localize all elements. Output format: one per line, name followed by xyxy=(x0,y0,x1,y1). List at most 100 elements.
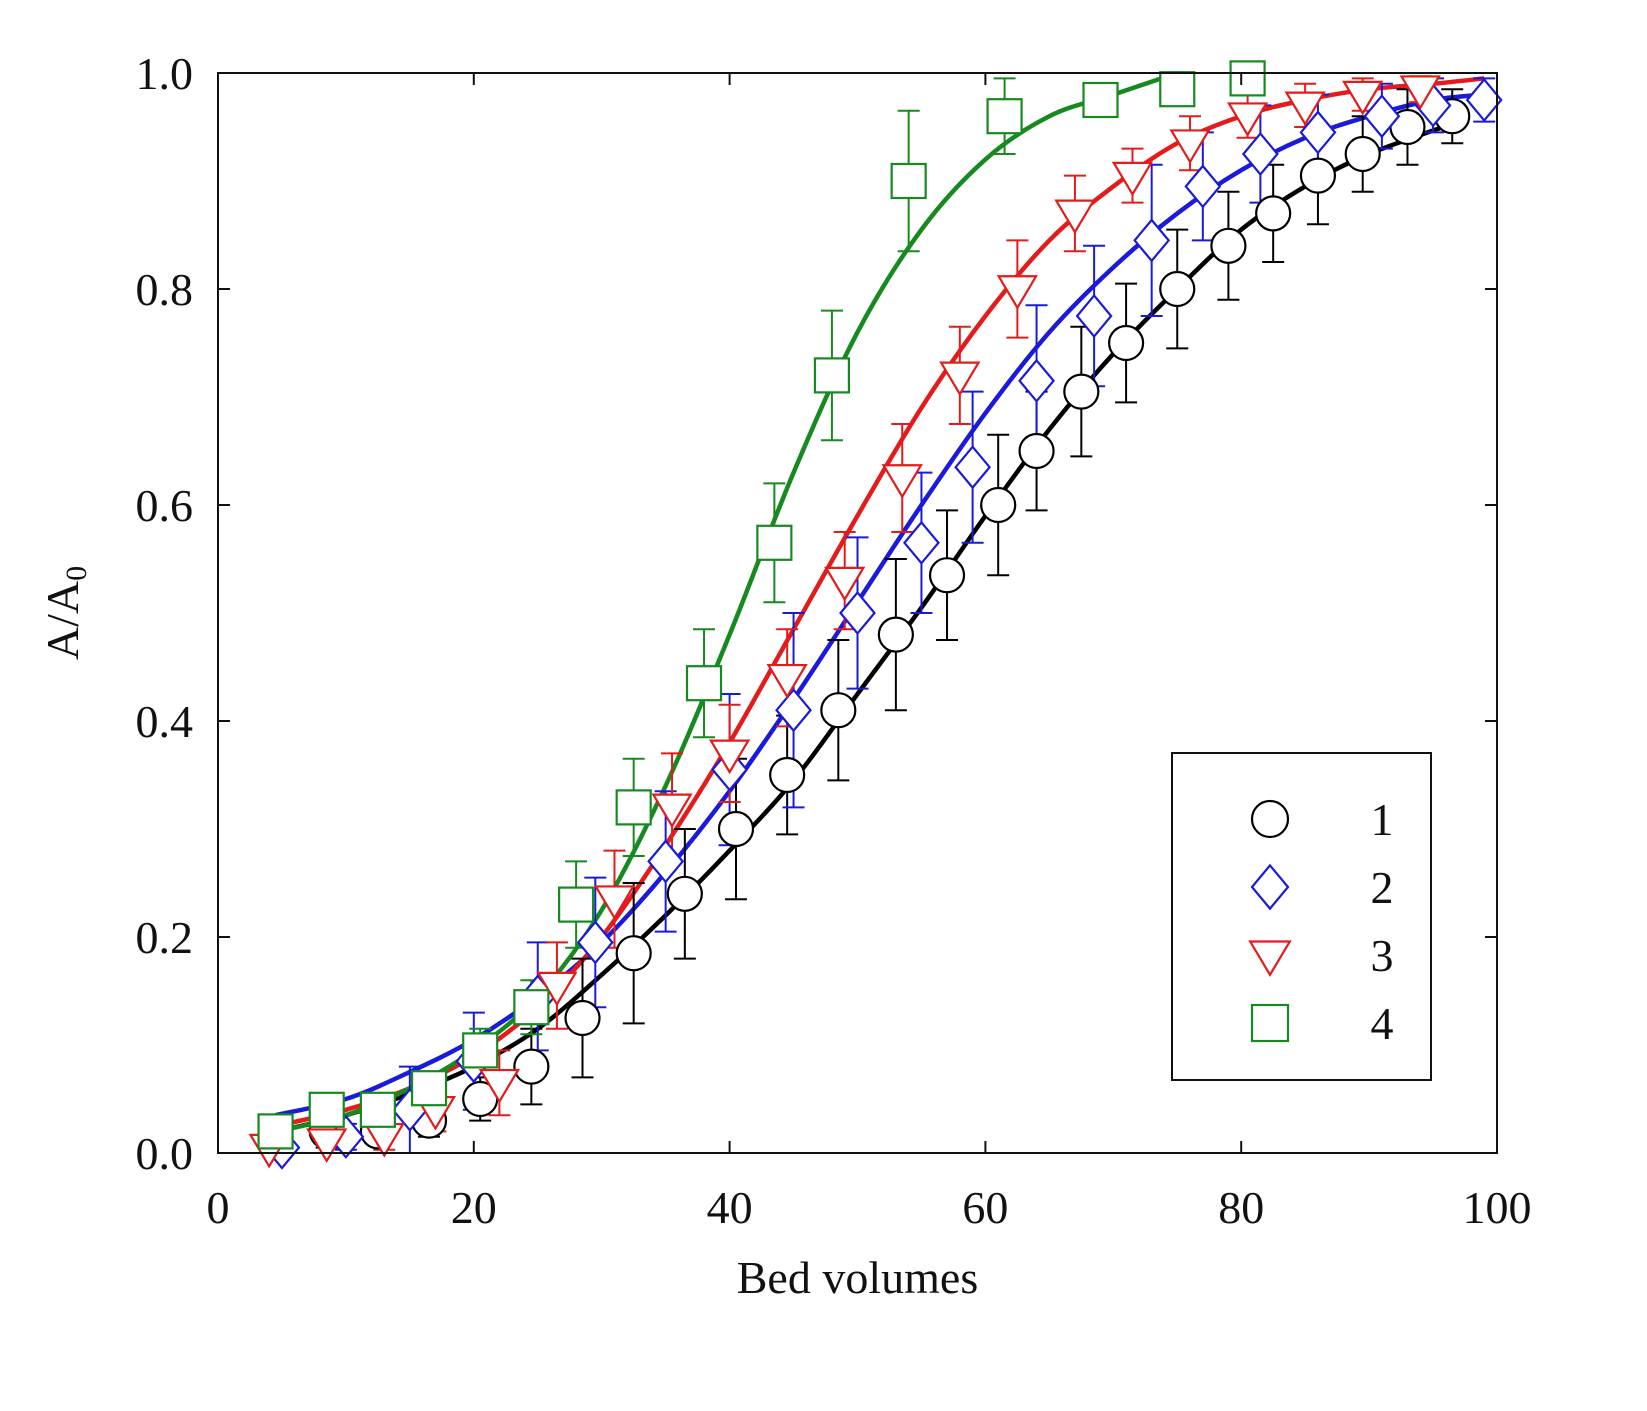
y-tick-label: 0.0 xyxy=(136,1128,194,1179)
marker-triangle xyxy=(996,275,1039,310)
marker-circle xyxy=(1299,157,1337,194)
marker-diamond xyxy=(775,688,812,733)
legend-label-3: 3 xyxy=(1371,930,1394,981)
marker-triangle xyxy=(766,663,808,699)
marker-square xyxy=(1159,71,1196,108)
x-tick-label: 80 xyxy=(1218,1182,1264,1233)
marker-triangle xyxy=(881,464,923,499)
axis-ticks xyxy=(217,72,1498,1154)
marker-circle xyxy=(928,557,966,594)
marker-diamond xyxy=(839,590,876,636)
marker-circle xyxy=(1250,799,1290,839)
x-axis-title: Bed volumes xyxy=(737,1252,978,1303)
marker-square xyxy=(308,1091,345,1128)
marker-circle xyxy=(513,1048,550,1085)
y-axis-title-subscript: 0 xyxy=(60,566,93,581)
marker-square xyxy=(462,1032,499,1069)
marker-circle xyxy=(1107,324,1145,362)
y-tick-label: 0.8 xyxy=(136,264,194,315)
y-tick-label: 0.4 xyxy=(136,696,194,747)
marker-triangle xyxy=(651,793,693,829)
marker-circle xyxy=(980,486,1017,524)
marker-diamond xyxy=(1250,863,1290,911)
fit-curve-3 xyxy=(275,76,1485,1129)
marker-triangle xyxy=(478,1068,521,1104)
marker-square xyxy=(359,1091,396,1128)
y-tick-labels: 0.0 0.2 0.4 0.6 0.8 1.0 xyxy=(136,48,194,1179)
marker-square xyxy=(513,989,550,1026)
marker-circle xyxy=(820,692,857,729)
marker-square xyxy=(890,162,927,200)
marker-triangle xyxy=(708,739,751,775)
marker-square xyxy=(1082,81,1119,119)
legend: 1 2 3 4 xyxy=(1171,752,1432,1081)
x-tick-label: 100 xyxy=(1463,1182,1532,1233)
marker-diamond xyxy=(647,839,685,884)
marker-circle xyxy=(1018,432,1055,470)
legend-label-4: 4 xyxy=(1371,998,1394,1049)
marker-square xyxy=(410,1070,448,1107)
marker-circle xyxy=(666,875,703,912)
y-axis-title-main: A/A xyxy=(37,581,88,660)
marker-diamond xyxy=(1241,131,1279,177)
x-tick-labels: 0 20 40 60 80 100 xyxy=(207,1182,1532,1233)
marker-triangle xyxy=(1342,80,1384,116)
marker-triangle xyxy=(939,361,981,397)
marker-triangle xyxy=(1054,199,1096,235)
marker-triangle xyxy=(1399,75,1441,111)
marker-diamond xyxy=(1075,293,1113,339)
marker-square xyxy=(558,886,595,923)
y-tick-label: 0.6 xyxy=(136,480,194,531)
marker-circle xyxy=(1255,195,1292,232)
data-markers xyxy=(248,60,1503,1170)
marker-triangle xyxy=(1248,940,1292,977)
y-tick-label: 0.2 xyxy=(136,912,194,963)
marker-circle xyxy=(1063,373,1100,410)
fit-curve-4 xyxy=(275,70,1178,1134)
marker-circle xyxy=(1159,270,1196,308)
x-tick-label: 40 xyxy=(707,1182,753,1233)
legend-label-1: 1 xyxy=(1371,794,1394,845)
marker-triangle xyxy=(306,1128,348,1164)
marker-triangle xyxy=(1226,102,1269,138)
marker-circle xyxy=(769,756,806,794)
marker-triangle xyxy=(1111,161,1154,197)
marker-diamond xyxy=(1184,164,1222,209)
marker-square xyxy=(685,665,723,702)
marker-triangle xyxy=(1169,129,1211,165)
marker-circle xyxy=(877,616,914,653)
marker-square xyxy=(1229,60,1266,97)
marker-diamond xyxy=(1363,94,1401,139)
marker-circle xyxy=(1344,135,1381,173)
marker-diamond xyxy=(576,920,614,965)
marker-diamond xyxy=(1465,77,1503,123)
marker-diamond xyxy=(903,520,940,565)
marker-triangle xyxy=(536,971,578,1007)
legend-box xyxy=(1171,752,1432,1081)
marker-square xyxy=(615,789,652,826)
marker-square xyxy=(986,98,1023,135)
plot-frame xyxy=(217,72,1498,1154)
marker-circle xyxy=(1210,227,1247,264)
marker-triangle xyxy=(824,566,866,602)
y-tick-label: 1.0 xyxy=(136,48,194,99)
marker-square xyxy=(257,1113,294,1150)
marker-triangle xyxy=(1284,91,1326,127)
marker-diamond xyxy=(954,445,992,490)
marker-square xyxy=(813,357,851,394)
x-tick-label: 20 xyxy=(451,1182,497,1233)
marker-circle xyxy=(717,810,755,848)
marker-circle xyxy=(564,999,601,1037)
x-tick-label: 60 xyxy=(962,1182,1008,1233)
marker-diamond xyxy=(1133,218,1171,263)
marker-square xyxy=(1250,1003,1290,1043)
marker-circle xyxy=(615,935,652,972)
marker-square xyxy=(756,524,793,561)
marker-triangle xyxy=(593,885,636,921)
y-axis-title: A/A0 xyxy=(37,566,93,660)
legend-label-2: 2 xyxy=(1371,862,1394,913)
marker-diamond xyxy=(1018,358,1055,403)
x-tick-label: 0 xyxy=(207,1182,230,1233)
marker-diamond xyxy=(1299,110,1337,155)
